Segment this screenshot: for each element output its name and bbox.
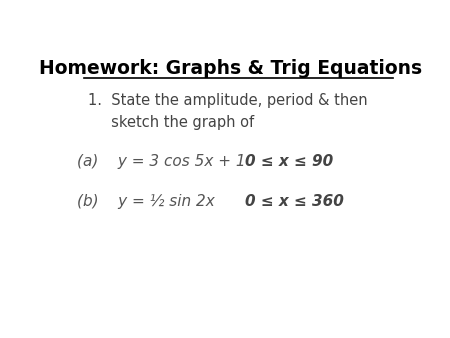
Text: sketch the graph of: sketch the graph of [88,115,254,130]
Text: (a)    y = 3 cos 5x + 1: (a) y = 3 cos 5x + 1 [77,154,246,169]
Text: 0 ≤ x ≤ 90: 0 ≤ x ≤ 90 [245,154,333,169]
Text: Homework: Graphs & Trig Equations: Homework: Graphs & Trig Equations [39,59,422,78]
Text: (b)    y = ½ sin 2x: (b) y = ½ sin 2x [77,194,215,209]
Text: 0 ≤ x ≤ 360: 0 ≤ x ≤ 360 [245,194,343,209]
Text: 1.  State the amplitude, period & then: 1. State the amplitude, period & then [88,93,367,107]
